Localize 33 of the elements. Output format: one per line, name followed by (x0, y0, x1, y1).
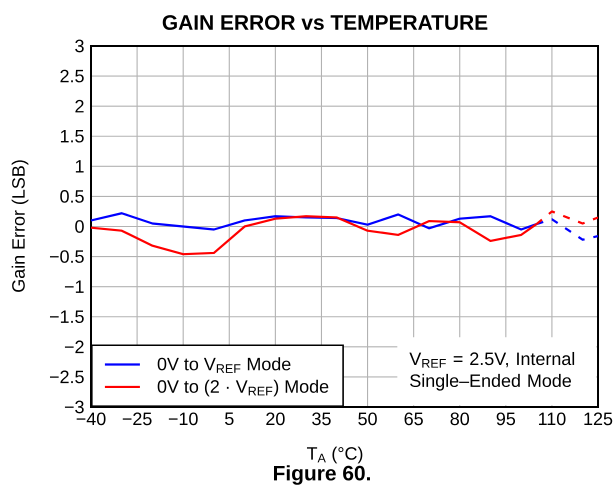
legend-label: 0V to (2 · V$_{REF}$) Mode (158, 380, 328, 396)
x-tick-label: 65 (404, 412, 423, 426)
y-tick-label: 1.5 (60, 130, 84, 142)
legend-label: 0V to V$_{REF}$ Mode (158, 357, 290, 373)
y-tick-label: 0 (75, 220, 84, 233)
y-tick-label: 1 (76, 160, 84, 172)
chart-title: GAIN ERROR vs TEMPERATURE (162, 15, 488, 30)
y-tick-label: −1.5 (50, 310, 84, 323)
x-tick-label: 125 (584, 412, 612, 426)
x-tick-label: −25 (122, 412, 152, 426)
y-tick-label: −2 (64, 340, 84, 354)
x-tick-label: 50 (358, 412, 377, 426)
y-tick-label: 2.5 (60, 70, 84, 82)
x-tick-label: 20 (266, 412, 285, 426)
y-tick-label: 3 (75, 40, 84, 52)
x-tick-label: 35 (312, 412, 331, 426)
x-tick-label: 110 (538, 412, 566, 426)
x-tick-label: 95 (496, 412, 516, 426)
x-axis-title: T$_{A}$ (°C) (306, 446, 362, 464)
y-tick-label: 0.5 (60, 190, 84, 203)
x-tick-label: 5 (225, 412, 234, 426)
y-tick-label: −2.5 (50, 370, 84, 384)
y-axis-title: Gain Error (LSB) (12, 160, 28, 292)
x-tick-label: −40 (76, 412, 106, 426)
x-tick-label: 80 (450, 412, 470, 426)
x-tick-label: −10 (168, 412, 198, 426)
annotation: Single–Ended Mode (410, 374, 571, 391)
y-tick-label: −1 (64, 280, 84, 293)
y-tick-label: 2 (75, 100, 84, 112)
annotation: V$_{REF}$ = 2.5V, Internal (409, 352, 574, 368)
y-tick-label: −3 (64, 400, 84, 414)
caption: Figure 60. (274, 465, 370, 485)
y-tick-label: −0.5 (50, 250, 84, 263)
